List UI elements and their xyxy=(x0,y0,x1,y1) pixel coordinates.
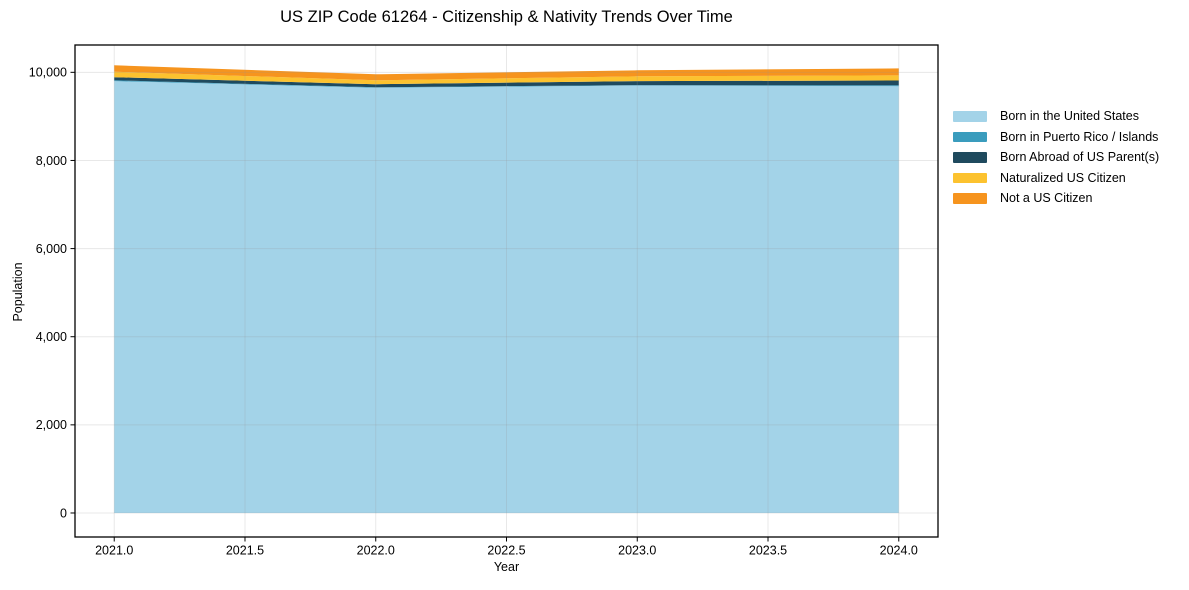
legend-item-not-a-us-citizen: Not a US Citizen xyxy=(953,188,1159,209)
area-born-abroad-of-us-parent-s xyxy=(114,77,899,88)
x-tick-label: 2022.0 xyxy=(357,544,395,558)
legend: Born in the United States Born in Puerto … xyxy=(953,106,1159,209)
y-tick-label: 8,000 xyxy=(36,154,67,168)
x-tick-label: 2021.5 xyxy=(226,544,264,558)
y-tick-label: 6,000 xyxy=(36,242,67,256)
x-tick-label: 2023.0 xyxy=(618,544,656,558)
legend-swatch-icon xyxy=(953,193,987,204)
x-axis-label: Year xyxy=(493,560,520,574)
legend-label: Born Abroad of US Parent(s) xyxy=(1000,150,1160,165)
legend-label: Not a US Citizen xyxy=(1000,191,1093,206)
y-tick-label: 0 xyxy=(60,506,67,520)
x-tick-label: 2023.5 xyxy=(749,544,787,558)
legend-swatch-icon xyxy=(953,111,987,122)
legend-swatch-icon xyxy=(953,152,987,163)
legend-item-born-in-puerto-rico-islands: Born in Puerto Rico / Islands xyxy=(953,127,1159,148)
y-axis-label: Population xyxy=(11,262,25,322)
legend-item-born-abroad-of-us-parent-s: Born Abroad of US Parent(s) xyxy=(953,147,1159,168)
y-tick-label: 2,000 xyxy=(36,418,67,432)
legend-label: Naturalized US Citizen xyxy=(1000,170,1126,185)
legend-item-born-in-the-united-states: Born in the United States xyxy=(953,106,1159,127)
x-tick-label: 2022.5 xyxy=(487,544,525,558)
area-not-a-us-citizen xyxy=(114,65,899,81)
legend-swatch-icon xyxy=(953,131,987,142)
y-tick-label: 10,000 xyxy=(29,66,67,80)
y-tick-label: 4,000 xyxy=(36,330,67,344)
chart-title: US ZIP Code 61264 - Citizenship & Nativi… xyxy=(280,8,733,26)
legend-label: Born in the United States xyxy=(1000,109,1139,124)
x-tick-label: 2021.0 xyxy=(95,544,133,558)
x-tick-label: 2024.0 xyxy=(880,544,918,558)
legend-swatch-icon xyxy=(953,172,987,183)
area-naturalized-us-citizen xyxy=(114,71,899,85)
area-born-in-puerto-rico-islands xyxy=(114,80,899,88)
area-born-in-the-united-states xyxy=(114,81,899,513)
legend-label: Born in Puerto Rico / Islands xyxy=(1000,129,1159,144)
legend-item-naturalized-us-citizen: Naturalized US Citizen xyxy=(953,168,1159,189)
